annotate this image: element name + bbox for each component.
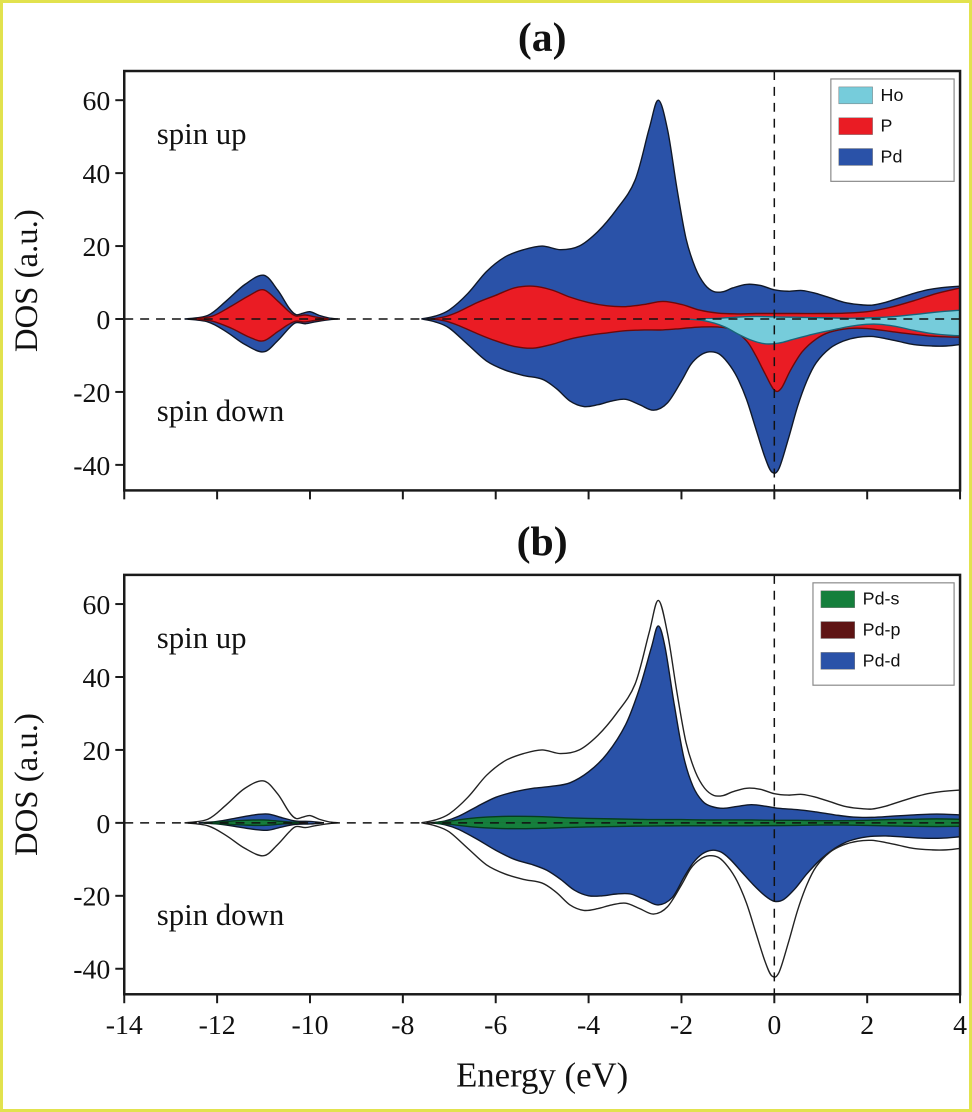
y-tick-label: -40 bbox=[73, 451, 110, 482]
plot-frame bbox=[123, 573, 962, 996]
x-tick-label: -10 bbox=[291, 1010, 328, 1041]
spin-annotation: spin up bbox=[157, 117, 247, 151]
dos-curve-Pd bbox=[184, 318, 338, 353]
y-tick-label: 40 bbox=[83, 159, 111, 190]
legend-label-pd-d: Pd-d bbox=[863, 650, 901, 670]
panel-a: -40 -20 0 20 40 60 spin up spin down (a) DOS (a.u… bbox=[9, 15, 962, 500]
dos-curve-Pd bbox=[421, 318, 961, 474]
spin-annotation: spin down bbox=[157, 898, 284, 932]
y-tick-label: 0 bbox=[96, 809, 110, 840]
x-tick-label: -2 bbox=[670, 1010, 693, 1041]
x-tick-label: -8 bbox=[391, 1010, 414, 1041]
y-axis-label: DOS (a.u.) bbox=[9, 713, 45, 856]
legend-swatch-pd bbox=[838, 148, 873, 166]
legend-label-pd: Pd bbox=[881, 146, 903, 166]
legend-swatch-pd-p bbox=[820, 621, 855, 639]
legend-label-ho: Ho bbox=[881, 85, 904, 105]
x-tick-label: -6 bbox=[484, 1010, 507, 1041]
y-tick-label: 0 bbox=[96, 305, 110, 336]
y-tick-label: -40 bbox=[73, 955, 110, 986]
dos-area-P bbox=[193, 289, 329, 319]
legend-label-pd-s: Pd-s bbox=[863, 589, 900, 609]
x-tick-label: -14 bbox=[106, 1010, 143, 1041]
x-axis-label: Energy (eV) bbox=[456, 1056, 628, 1095]
dos-curve-Pd-d bbox=[430, 625, 961, 824]
dos-area-Pd bbox=[421, 318, 961, 474]
legend: Ho P Pd bbox=[830, 78, 955, 182]
y-tick-label: 60 bbox=[83, 86, 111, 117]
y-tick-label: 20 bbox=[83, 232, 111, 263]
dos-curve-Pd-s bbox=[203, 819, 301, 824]
legend-label-pd-p: Pd-p bbox=[863, 620, 901, 640]
dos-area-Pd bbox=[421, 100, 961, 319]
dos-curve-Pd-s bbox=[203, 822, 301, 827]
x-tick-label: -4 bbox=[577, 1010, 600, 1041]
x-tick-label: 2 bbox=[860, 1010, 874, 1041]
dos-curve-total-dos-outline bbox=[184, 822, 338, 857]
dos-curve-P bbox=[193, 289, 329, 320]
series-total-dos-outline bbox=[184, 599, 961, 978]
x-tick-label: 0 bbox=[767, 1010, 781, 1041]
dos-area-P bbox=[193, 318, 329, 342]
dos-curve-Pd-s bbox=[430, 822, 961, 830]
legend: Pd-s Pd-p Pd-d bbox=[812, 582, 955, 686]
panel-title: (a) bbox=[518, 15, 567, 61]
dos-curve-Pd bbox=[184, 274, 338, 320]
y-tick-label: 60 bbox=[83, 590, 111, 621]
series-Ho bbox=[685, 309, 961, 345]
legend-swatch-pd-s bbox=[820, 590, 855, 608]
dos-area-Pd-s bbox=[203, 819, 301, 823]
dos-curve-P bbox=[430, 285, 961, 320]
dos-curve-Pd bbox=[421, 99, 961, 320]
legend-swatch-ho bbox=[838, 86, 873, 105]
y-tick-label: 40 bbox=[83, 663, 111, 694]
dos-area-Pd-d bbox=[430, 822, 961, 905]
dos-curve-P bbox=[430, 318, 961, 393]
x-tick-label: -12 bbox=[199, 1010, 236, 1041]
series-P bbox=[193, 285, 961, 393]
legend-swatch-pd-d bbox=[820, 652, 855, 670]
dos-curve-Ho bbox=[685, 318, 961, 345]
dos-curve-Ho bbox=[700, 309, 961, 320]
dos-curve-total-dos-outline bbox=[421, 599, 961, 824]
dos-curve-Pd-d bbox=[198, 813, 324, 824]
x-tick-label: 4 bbox=[953, 1010, 967, 1041]
legend-label-p: P bbox=[881, 116, 893, 136]
spin-annotation: spin down bbox=[157, 394, 284, 428]
dos-curve-total-dos-outline bbox=[421, 822, 961, 978]
plot-frame bbox=[123, 69, 962, 492]
dos-curve-Pd-s bbox=[430, 815, 961, 824]
legend-swatch-p bbox=[838, 117, 873, 135]
series-Pd-s bbox=[203, 815, 961, 830]
dos-area-P bbox=[430, 318, 961, 392]
y-tick-label: 20 bbox=[83, 736, 111, 767]
dos-curve-total-dos-outline bbox=[184, 780, 338, 824]
panel-title: (b) bbox=[517, 519, 568, 565]
y-tick-label: -20 bbox=[73, 882, 110, 913]
y-axis-label: DOS (a.u.) bbox=[9, 209, 45, 352]
y-tick-label: -20 bbox=[73, 378, 110, 409]
spin-annotation: spin up bbox=[157, 621, 247, 655]
dos-curve-P bbox=[193, 318, 329, 342]
dos-curve-Pd-d bbox=[430, 822, 961, 906]
dos-area-P bbox=[430, 286, 961, 319]
